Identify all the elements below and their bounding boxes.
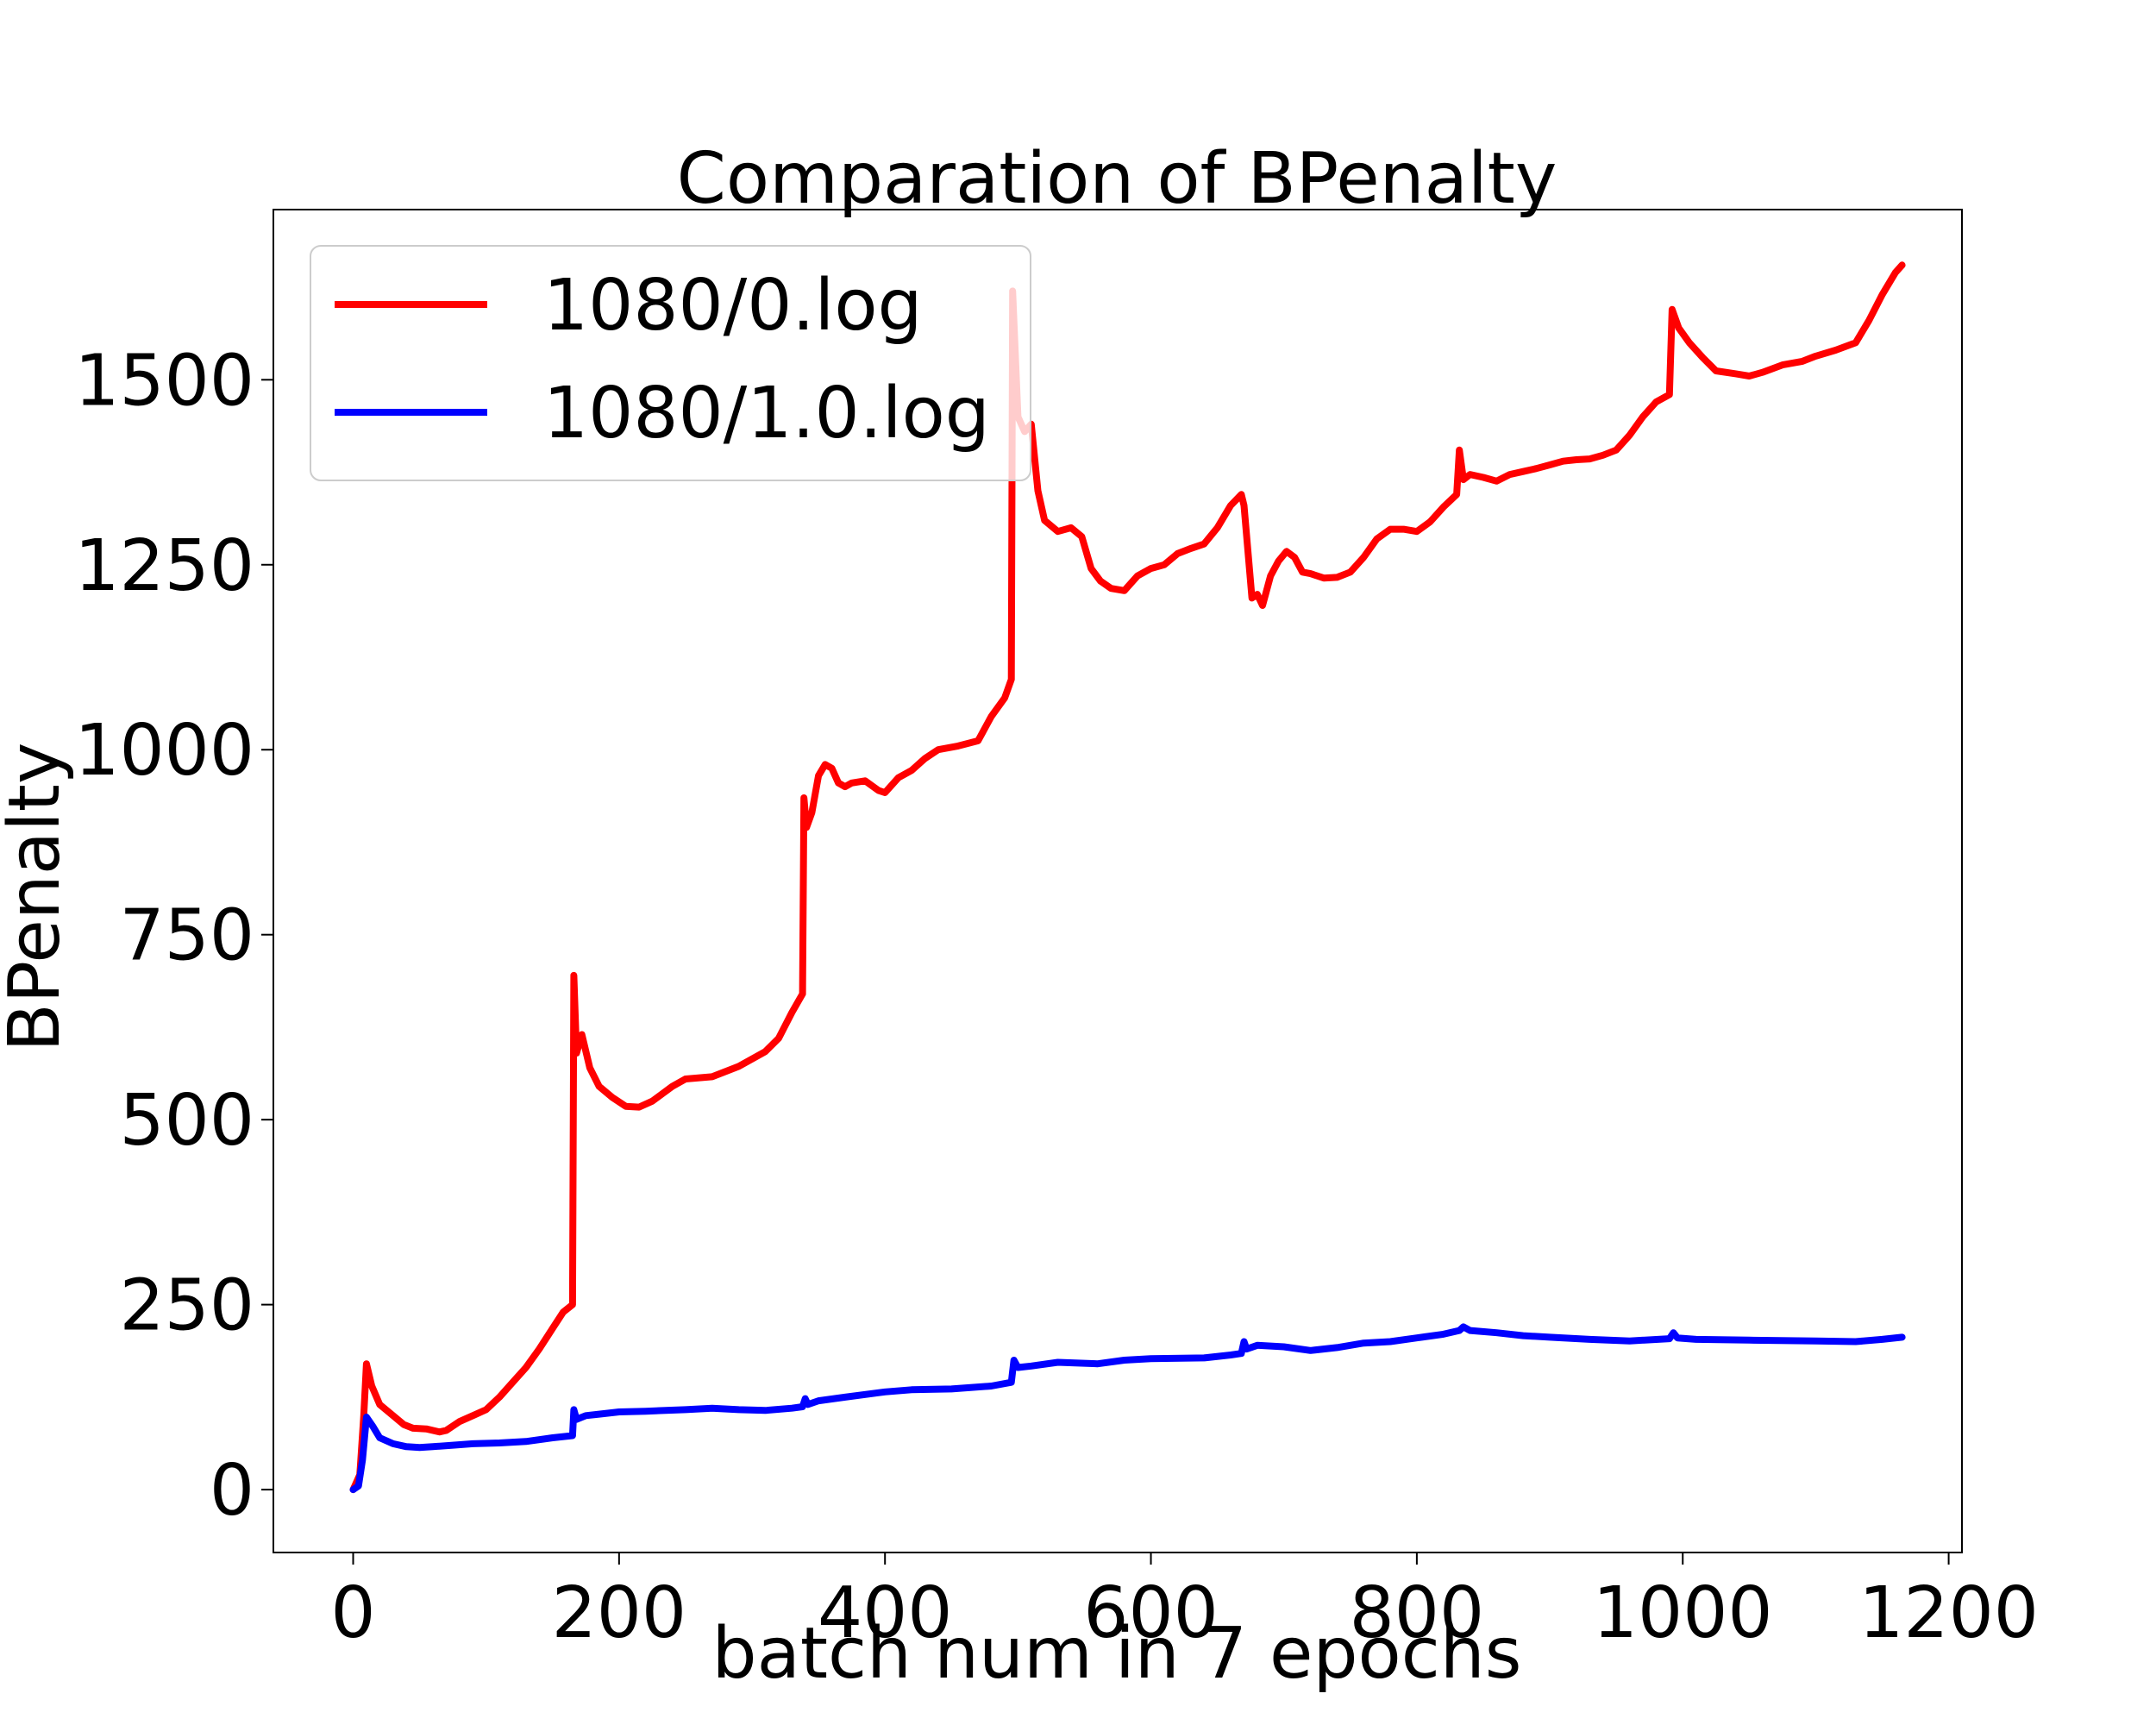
y-tick-label: 1500 <box>74 340 254 422</box>
x-tick-label: 400 <box>818 1572 953 1654</box>
y-tick-label: 1250 <box>74 525 254 607</box>
y-tick-label: 250 <box>119 1265 254 1347</box>
x-tick-label: 200 <box>552 1572 687 1654</box>
y-axis-label: BPenalty <box>0 743 76 1052</box>
y-tick-label: 1000 <box>74 710 254 792</box>
x-tick-label: 1000 <box>1593 1572 1773 1654</box>
x-tick-label: 800 <box>1350 1572 1485 1654</box>
y-tick-label: 0 <box>210 1450 254 1532</box>
legend-label: 1080/0.log <box>543 265 923 347</box>
series-line-0 <box>349 261 1906 1494</box>
legend-label: 1080/1.0.log <box>543 373 990 455</box>
x-tick-label: 600 <box>1083 1572 1219 1654</box>
x-axis-label: batch num in 7 epochs <box>712 1613 1522 1695</box>
chart-title: Comparation of BPenalty <box>677 138 1557 220</box>
series-layer <box>349 261 1906 1494</box>
axis-ticks: 0 200 400 600 800 1000 1200 0 250 500 750 1000 1250 1… <box>74 340 2039 1654</box>
legend-box <box>310 245 1031 481</box>
y-tick-label: 750 <box>119 895 254 977</box>
plot-area-frame <box>273 209 1963 1553</box>
legend: 1080/0.log 1080/1.0.log <box>310 245 1031 481</box>
y-tick-label: 500 <box>119 1080 254 1162</box>
x-tick-label: 0 <box>330 1572 375 1654</box>
x-tick-label: 1200 <box>1858 1572 2039 1654</box>
series-line-1 <box>349 1323 1906 1494</box>
